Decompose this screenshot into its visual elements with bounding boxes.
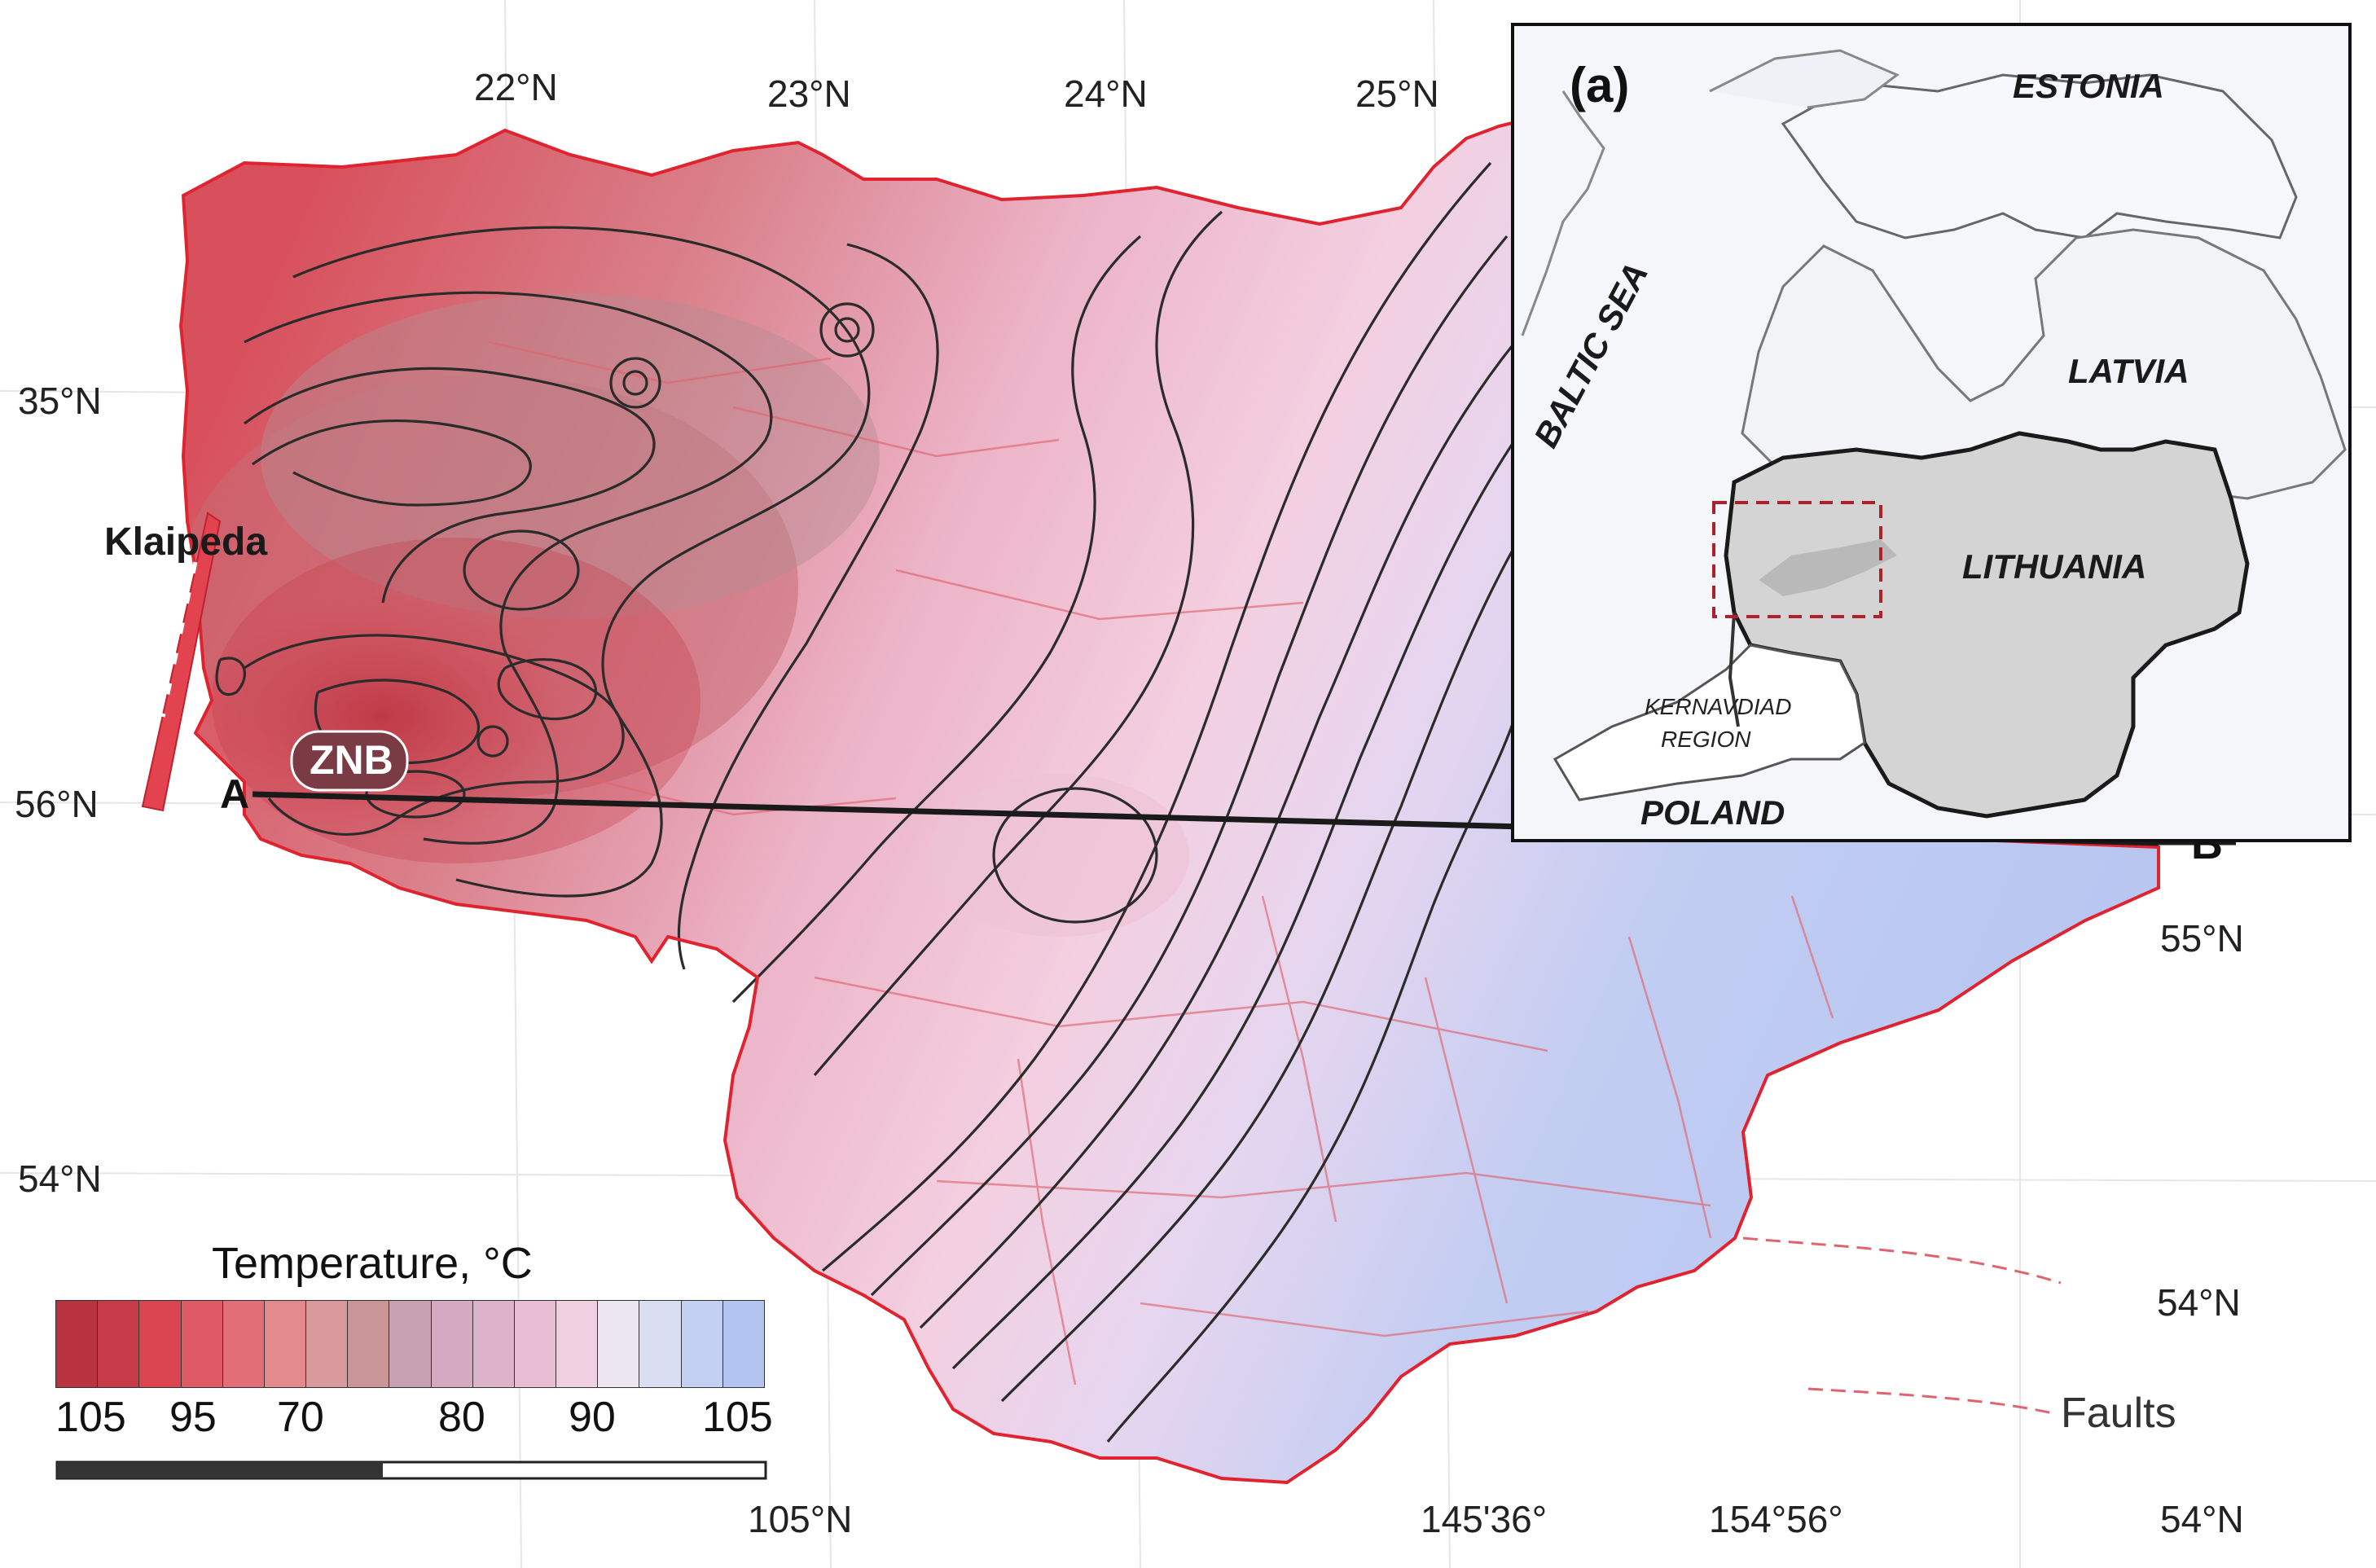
place-znb: ZNB — [310, 737, 393, 783]
legend-swatch — [55, 1300, 99, 1388]
legend-tick-5: 90 — [569, 1394, 616, 1441]
curonian-spit — [141, 512, 222, 812]
inset-panel-label: (a) — [1570, 58, 1630, 112]
legend-swatch — [556, 1300, 599, 1388]
inset-estonia — [1781, 73, 2298, 239]
inset-label-poland: POLAND — [1640, 793, 1785, 832]
legend-swatch — [180, 1300, 223, 1388]
temperature-legend: Temperature, °C 105 95 70 80 90 105 — [55, 1238, 788, 1482]
legend-swatch — [138, 1300, 182, 1388]
legend-swatch — [513, 1300, 557, 1388]
inset-region-label-1: KERNAVDIAD — [1645, 694, 1792, 719]
inset-coast — [1521, 90, 1605, 336]
lat-label-right-1: 55°N — [2160, 917, 2244, 960]
legend-tick-2: 95 — [169, 1394, 217, 1441]
lat-label-top-2: 23°N — [767, 72, 851, 115]
lat-label-right-3: 54°N — [2160, 1498, 2244, 1540]
legend-swatch — [722, 1300, 765, 1388]
inset-map: (a) ESTONIA LATVIA LITHUANIA POLAND BALT… — [1511, 23, 2352, 842]
faults-legend-line — [1742, 1236, 2062, 1285]
bottom-label-3: 154°56° — [1709, 1498, 1843, 1540]
inset-kaliningrad — [1553, 643, 1866, 802]
lat-label-left-3: 54°N — [18, 1157, 102, 1200]
znb-marker — [290, 730, 409, 792]
legend-swatch — [347, 1300, 390, 1388]
lat-label-left-1: 35°N — [18, 380, 102, 422]
place-klaipeda: Klaipeda — [104, 520, 268, 564]
bottom-label-2: 145'36° — [1421, 1498, 1548, 1540]
inset-label-lithuania: LITHUANIA — [1962, 547, 2147, 586]
study-area-box — [1712, 501, 1882, 618]
legend-tick-4: 80 — [438, 1394, 485, 1441]
lat-label-top-4: 25°N — [1355, 72, 1439, 115]
inset-label-latvia: LATVIA — [2068, 352, 2189, 390]
legend-swatch — [389, 1300, 432, 1388]
lat-label-top-3: 24°N — [1064, 72, 1148, 115]
legend-swatch — [639, 1300, 682, 1388]
inset-label-estonia: ESTONIA — [2013, 67, 2164, 105]
lat-label-left-2: 56°N — [15, 783, 99, 825]
legend-swatch — [680, 1300, 723, 1388]
lat-label-top-1: 22°N — [474, 66, 558, 108]
inset-region-label-2: REGION — [1661, 727, 1751, 752]
point-a-label: A — [220, 771, 250, 817]
faults-legend-label: Faults — [2061, 1390, 2176, 1437]
lat-label-right-2: 54°N — [2157, 1281, 2241, 1324]
isotherm-contours — [215, 161, 1517, 1443]
legend-swatch — [305, 1300, 349, 1388]
bottom-label-1: 105°N — [748, 1498, 853, 1540]
legend-tick-3: 70 — [277, 1394, 324, 1441]
fault-lines — [488, 340, 1834, 1386]
legend-tick-6: 105 — [702, 1394, 773, 1441]
legend-swatch — [597, 1300, 640, 1388]
legend-title: Temperature, °C — [212, 1239, 533, 1288]
legend-swatch — [222, 1300, 265, 1388]
legend-swatch — [97, 1300, 140, 1388]
legend-swatch — [430, 1300, 473, 1388]
legend-tick-1: 105 — [55, 1394, 126, 1441]
legend-swatch — [263, 1300, 307, 1388]
legend-swatch — [472, 1300, 515, 1388]
inset-map-drawing — [1514, 26, 2348, 839]
